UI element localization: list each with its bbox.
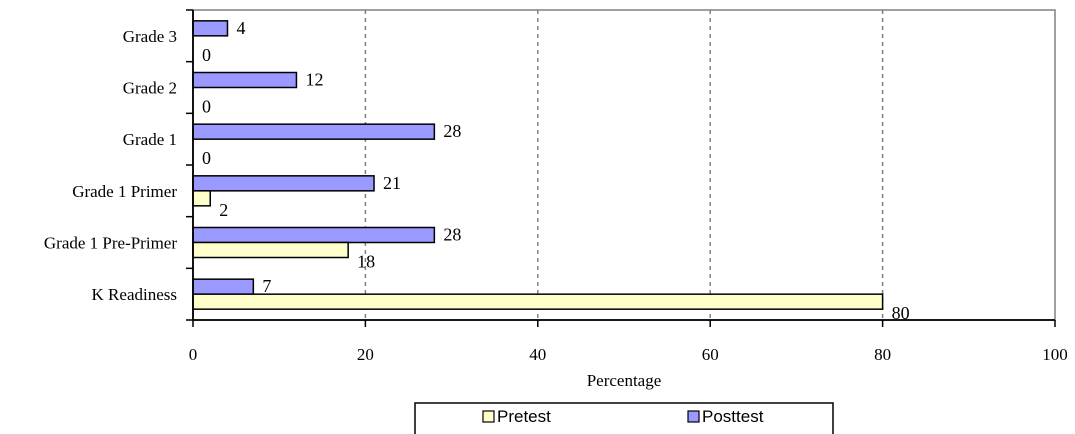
bar-posttest bbox=[192, 226, 436, 244]
plot-area bbox=[192, 9, 1056, 321]
x-tick-label: 0 bbox=[189, 345, 198, 364]
gridlines bbox=[364, 10, 884, 320]
bar-posttest bbox=[192, 175, 375, 192]
data-label-posttest: 12 bbox=[305, 70, 323, 90]
category-label: Grade 3 bbox=[123, 27, 177, 46]
x-tick-label: 40 bbox=[529, 345, 546, 364]
data-label-posttest: 28 bbox=[443, 225, 461, 245]
data-label-pretest: 0 bbox=[202, 45, 211, 65]
data-label-pretest: 18 bbox=[357, 252, 375, 272]
bar-posttest bbox=[192, 20, 229, 37]
category-label: K Readiness bbox=[92, 285, 177, 304]
bar-pretest bbox=[192, 241, 349, 259]
category-label: Grade 1 bbox=[123, 130, 177, 149]
x-axis-title: Percentage bbox=[587, 371, 662, 390]
x-tick-label: 80 bbox=[874, 345, 891, 364]
legend-label-pretest: Pretest bbox=[497, 407, 551, 426]
bars bbox=[192, 20, 884, 310]
axes bbox=[186, 9, 1056, 327]
legend-box bbox=[414, 402, 834, 434]
data-label-posttest: 4 bbox=[236, 18, 245, 38]
legend: Pretest Posttest bbox=[414, 402, 834, 434]
x-tick-label: 60 bbox=[702, 345, 719, 364]
data-label-posttest: 21 bbox=[383, 173, 401, 193]
category-label: Grade 1 Pre-Primer bbox=[44, 234, 177, 253]
bar-pretest bbox=[192, 190, 211, 207]
category-label: Grade 2 bbox=[123, 79, 177, 98]
data-label-posttest: 7 bbox=[262, 276, 271, 296]
x-tick-label: 100 bbox=[1042, 345, 1068, 364]
data-label-pretest: 80 bbox=[892, 303, 910, 323]
category-label: Grade 1 Primer bbox=[72, 182, 177, 201]
bar-posttest bbox=[192, 278, 255, 295]
legend-swatch-posttest bbox=[687, 410, 700, 423]
data-label-pretest: 0 bbox=[202, 148, 211, 168]
data-label-pretest: 2 bbox=[219, 200, 228, 220]
legend-swatch-pretest bbox=[482, 410, 495, 423]
bar-posttest bbox=[192, 123, 436, 140]
bar-pretest bbox=[192, 293, 884, 310]
data-label-pretest: 0 bbox=[202, 97, 211, 117]
legend-label-posttest: Posttest bbox=[702, 407, 764, 426]
x-tick-label: 20 bbox=[357, 345, 374, 364]
bar-posttest bbox=[192, 71, 298, 89]
data-label-posttest: 28 bbox=[443, 121, 461, 141]
